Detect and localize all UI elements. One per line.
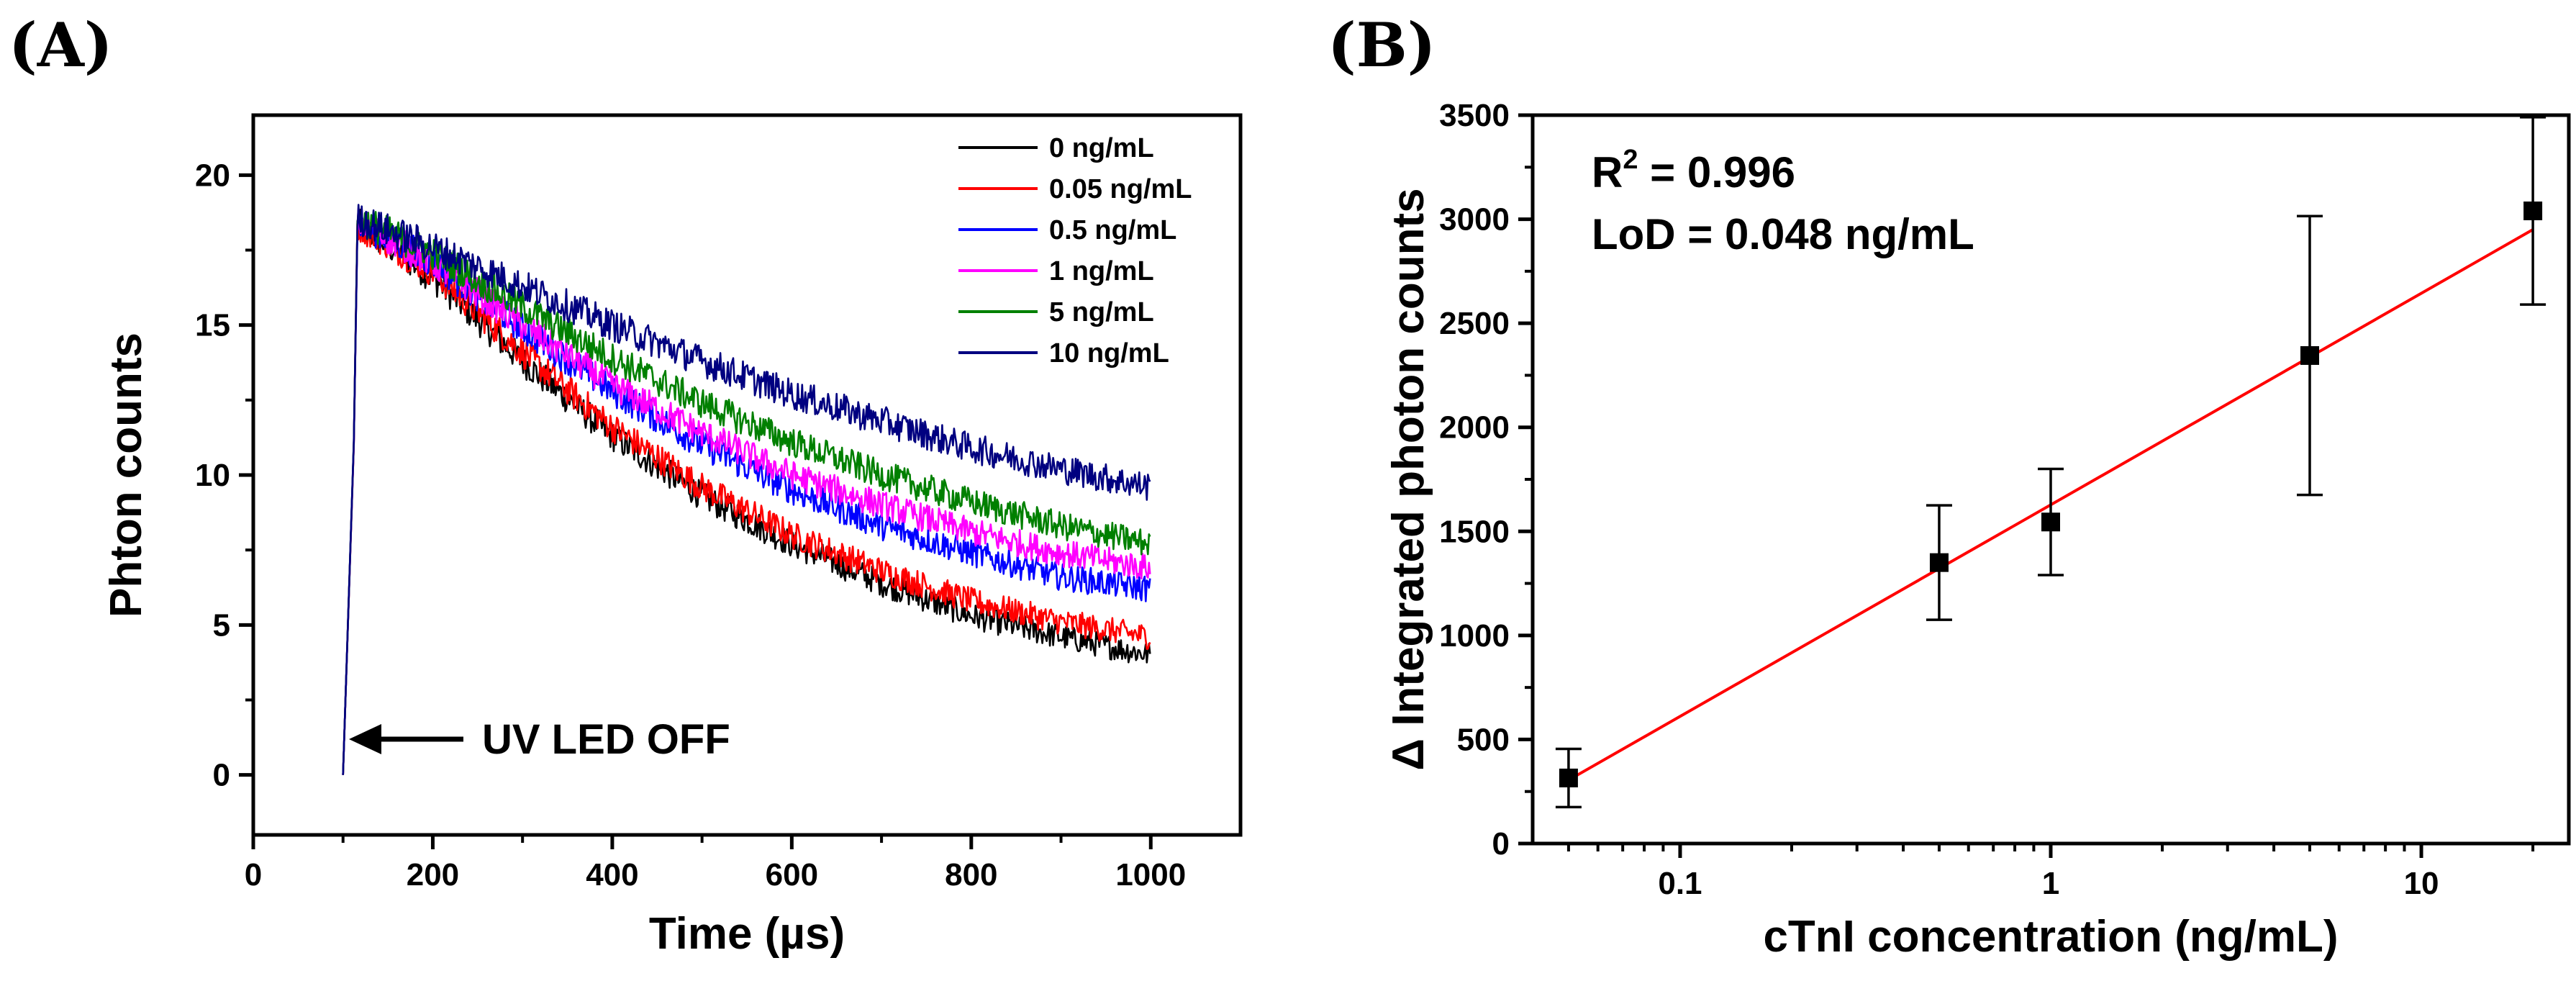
data-point-marker: [2300, 345, 2319, 365]
decay-series-line: [342, 207, 1151, 775]
y-axis-title-a: Phton counts: [101, 333, 151, 618]
x-tick-label-b: 10: [2404, 866, 2439, 901]
legend-entry-label: 5 ng/mL: [1049, 297, 1154, 327]
data-point-marker: [2041, 512, 2060, 532]
decay-series-line: [342, 204, 1151, 775]
y-tick-label-a: 0: [213, 758, 230, 793]
y-tick-label-b: 3000: [1439, 202, 1510, 238]
y-tick-label-b: 1500: [1439, 514, 1510, 549]
x-tick-label-a: 600: [766, 857, 818, 892]
x-tick-label-b: 0.1: [1658, 866, 1702, 901]
y-tick-label-b: 500: [1457, 722, 1510, 757]
r-squared-superscript: 2: [1623, 145, 1638, 175]
r-squared-value: = 0.996: [1638, 148, 1795, 196]
data-point-marker: [2523, 202, 2543, 221]
x-tick-label-b: 1: [2042, 866, 2059, 901]
photon-decay-chart: 0 200 400 600 800 1000 0 5 10 15 20 0 ng/mL 0.05 n…: [101, 113, 1243, 959]
legend-entry-label: 1 ng/mL: [1049, 256, 1154, 286]
uv-led-arrow-head: [349, 724, 381, 754]
y-tick-label-b: 0: [1492, 826, 1510, 862]
panel-b-label: (B): [1328, 9, 1436, 81]
decay-series-group: [342, 204, 1151, 775]
legend-entry-label: 0 ng/mL: [1049, 133, 1154, 163]
y-tick-label-b: 2500: [1439, 306, 1510, 341]
x-axis-title-a: Time (µs): [649, 909, 845, 959]
x-tick-label-a: 0: [245, 857, 262, 892]
y-tick-label-a: 20: [195, 158, 230, 193]
x-tick-label-a: 400: [586, 857, 638, 892]
legend-entry-label: 10 ng/mL: [1049, 338, 1169, 369]
calibration-chart: 0.1 1 10 0 500 1000 1500 2000 2500 3000 3500 R2 =…: [1384, 98, 2571, 962]
x-tick-label-a: 800: [945, 857, 997, 892]
y-tick-label-a: 5: [213, 607, 230, 643]
y-axis-title-b: Δ Integrated photon counts: [1384, 188, 1433, 770]
y-tick-label-a: 15: [195, 308, 230, 343]
y-tick-label-b: 1000: [1439, 618, 1510, 654]
y-axis-ticks-a: 0 5 10 15 20: [195, 158, 253, 793]
legend-a: 0 ng/mL 0.05 ng/mL 0.5 ng/mL 1 ng/mL 5 ng/mL…: [958, 133, 1192, 369]
x-axis-ticks-b: 0.1 1 10: [1566, 844, 2535, 901]
r-squared-label: R2 = 0.996: [1592, 145, 1795, 196]
y-tick-label-b: 2000: [1439, 410, 1510, 446]
y-tick-label-b: 3500: [1439, 98, 1510, 133]
legend-entry-label: 0.5 ng/mL: [1049, 215, 1176, 245]
x-axis-ticks-a: 0 200 400 600 800 1000: [245, 835, 1186, 892]
y-axis-ticks-b: 0 500 1000 1500 2000 2500 3000 3500: [1439, 98, 1533, 862]
data-point-marker: [1929, 553, 1949, 572]
decay-series-line: [342, 209, 1151, 775]
x-tick-label-a: 200: [407, 857, 459, 892]
data-point-marker: [1559, 768, 1578, 787]
lod-label: LoD = 0.048 ng/mL: [1592, 210, 1974, 258]
y-tick-label-a: 10: [195, 458, 230, 493]
x-tick-label-a: 1000: [1115, 857, 1186, 892]
legend-entry-label: 0.05 ng/mL: [1049, 174, 1192, 204]
uv-led-off-annotation: UV LED OFF: [482, 716, 730, 763]
r-squared-prefix: R: [1592, 148, 1623, 196]
x-axis-title-b: cTnI concentration (ng/mL): [1763, 912, 2338, 962]
panel-a-label: (A): [9, 9, 113, 81]
data-points-group: [1555, 116, 2546, 809]
decay-series-line: [342, 212, 1151, 775]
